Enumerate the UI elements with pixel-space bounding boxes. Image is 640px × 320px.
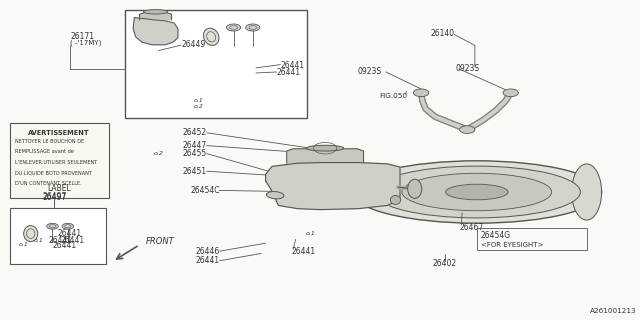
Text: AVERTISSEMENT: AVERTISSEMENT [28, 130, 90, 136]
Text: 26446: 26446 [195, 247, 220, 256]
Ellipse shape [143, 10, 168, 14]
Text: 26455: 26455 [182, 149, 207, 158]
Text: o.1: o.1 [194, 98, 204, 103]
Text: o.1: o.1 [19, 242, 29, 247]
Polygon shape [287, 149, 364, 163]
Text: 26140: 26140 [430, 29, 454, 38]
Circle shape [62, 223, 74, 229]
Text: o.2: o.2 [154, 151, 163, 156]
Text: 26452: 26452 [182, 128, 207, 137]
Text: 26497: 26497 [42, 193, 67, 202]
Text: 26171: 26171 [70, 32, 95, 41]
Text: A261001213: A261001213 [590, 308, 637, 314]
Text: 26441: 26441 [52, 241, 77, 250]
Polygon shape [140, 12, 172, 20]
Text: 26441: 26441 [49, 236, 73, 245]
Text: 26441: 26441 [61, 236, 85, 245]
Bar [477, 228, 587, 250]
Text: 26497: 26497 [42, 192, 67, 201]
Ellipse shape [445, 184, 508, 200]
Text: 26441: 26441 [280, 61, 305, 70]
Text: 26449: 26449 [181, 40, 205, 49]
Ellipse shape [352, 161, 602, 223]
Text: o.1: o.1 [33, 238, 43, 243]
Circle shape [246, 24, 260, 31]
Text: NETTOYER LE BOUCHON DE: NETTOYER LE BOUCHON DE [15, 139, 84, 144]
Circle shape [413, 89, 429, 97]
Text: L'ENLEVER.UTILISER SEULEMENT: L'ENLEVER.UTILISER SEULEMENT [15, 160, 97, 165]
Text: 26441: 26441 [291, 247, 316, 256]
Text: D'UN CONTENANT SCELLE.: D'UN CONTENANT SCELLE. [15, 181, 81, 186]
Text: REMPLISSAGE avant de: REMPLISSAGE avant de [15, 149, 74, 154]
Text: 26454G: 26454G [481, 231, 511, 240]
Text: 26441: 26441 [276, 68, 301, 77]
Text: 26441: 26441 [195, 256, 220, 265]
Circle shape [227, 24, 241, 31]
Text: 26402: 26402 [433, 260, 457, 268]
Text: 26447: 26447 [182, 141, 207, 150]
Bar [125, 10, 307, 118]
Text: 0923S: 0923S [456, 64, 480, 73]
Text: FIG.050: FIG.050 [379, 93, 407, 99]
Bar [10, 123, 109, 198]
Polygon shape [266, 163, 400, 210]
Ellipse shape [204, 28, 219, 45]
Text: FRONT: FRONT [146, 237, 175, 246]
Ellipse shape [408, 179, 422, 198]
Text: 0923S: 0923S [357, 68, 381, 76]
Text: ( -'17MY): ( -'17MY) [70, 40, 102, 46]
Circle shape [503, 89, 518, 97]
Text: 26441: 26441 [58, 229, 82, 238]
Bar [10, 208, 106, 264]
Ellipse shape [390, 196, 401, 204]
Ellipse shape [572, 164, 602, 220]
Text: o.2: o.2 [194, 104, 204, 109]
Text: 26451: 26451 [182, 167, 207, 176]
Text: 26454C: 26454C [190, 186, 220, 195]
Ellipse shape [24, 226, 38, 242]
Text: o.1: o.1 [306, 231, 316, 236]
Ellipse shape [373, 166, 580, 218]
Text: LABEL: LABEL [47, 184, 71, 193]
Polygon shape [133, 18, 178, 45]
Circle shape [47, 223, 58, 229]
Text: DU LIQUIDE BOTO PROVENANT: DU LIQUIDE BOTO PROVENANT [15, 170, 92, 175]
Ellipse shape [402, 173, 552, 211]
Text: 26467: 26467 [460, 223, 484, 232]
Ellipse shape [266, 192, 284, 199]
Ellipse shape [307, 145, 344, 151]
Circle shape [460, 126, 475, 133]
Text: <FOR EYESIGHT>: <FOR EYESIGHT> [481, 242, 543, 248]
